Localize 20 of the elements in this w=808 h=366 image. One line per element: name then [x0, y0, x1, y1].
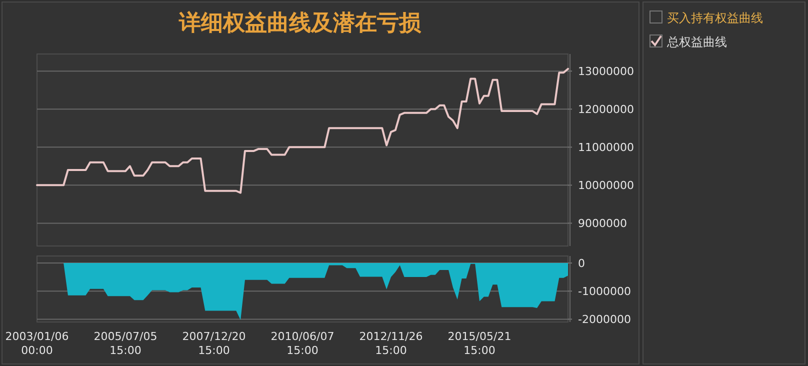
x-tick-label: 2015/05/21 15:00: [448, 330, 512, 357]
y-tick-label: -1000000: [578, 285, 631, 298]
x-tick-label: 2005/07/05 15:00: [94, 330, 158, 357]
y-tick-label: 11000000: [578, 141, 634, 154]
y-tick-label: 0: [578, 257, 585, 270]
legend-item: 买入持有权益曲线: [650, 10, 763, 25]
legend-label: 买入持有权益曲线: [667, 11, 763, 25]
legend-item: 总权益曲线: [650, 34, 727, 49]
x-tick-label: 2010/06/07 15:00: [270, 330, 334, 357]
y-tick-label: -2000000: [578, 313, 631, 326]
line-series: [36, 68, 569, 194]
y-tick-label: 13000000: [578, 65, 634, 78]
x-tick-label: 2007/12/20 15:00: [182, 330, 246, 357]
x-tick-label: 2012/11/26 15:00: [359, 330, 423, 357]
y-tick-label: 10000000: [578, 179, 634, 192]
chart-title: 详细权益曲线及潜在亏损: [178, 10, 422, 36]
y-tick-label: 12000000: [578, 103, 634, 116]
legend-label: 总权益曲线: [666, 35, 727, 49]
x-tick-label: 2003/01/06 00:00: [5, 330, 69, 357]
y-tick-label: 9000000: [578, 217, 627, 230]
